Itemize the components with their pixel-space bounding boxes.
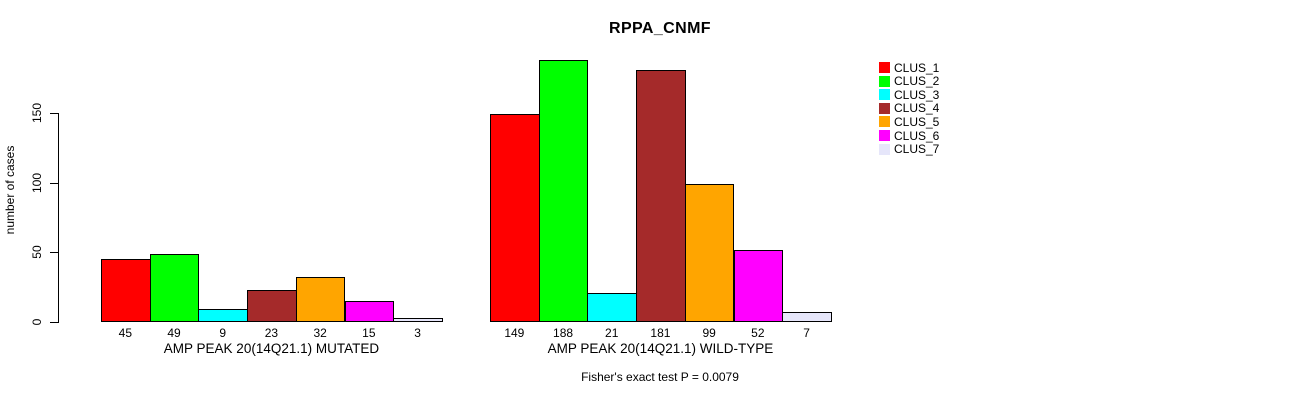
bar-clus_3 — [198, 309, 249, 322]
y-axis-label: number of cases — [3, 145, 17, 235]
y-axis-line — [58, 113, 59, 323]
bar-value-label: 23 — [264, 326, 279, 340]
y-axis-tick — [50, 113, 58, 114]
bar-value-label: 52 — [751, 326, 765, 340]
legend-item-clus_5: CLUS_5 — [879, 116, 939, 128]
group-axis-label: AMP PEAK 20(14Q21.1) MUTATED — [163, 341, 380, 356]
bar-clus_2 — [149, 253, 200, 322]
bar-value-label: 49 — [167, 326, 181, 340]
legend-item-label: CLUS_2 — [894, 74, 940, 89]
bar-value-label: 188 — [553, 326, 574, 340]
legend-item-label: CLUS_5 — [894, 114, 940, 129]
bar-clus_1 — [490, 114, 540, 322]
bar-clus_5 — [684, 184, 735, 322]
fisher-test-annotation: Fisher's exact test P = 0.0079 — [581, 370, 739, 384]
bar-value-label: 149 — [504, 326, 525, 340]
bar-clus_4 — [636, 69, 686, 322]
y-axis-tick-label: 50 — [30, 245, 44, 260]
legend-color-swatch — [879, 89, 890, 101]
bar-clus_4 — [247, 289, 297, 322]
bar-clus_5 — [295, 277, 346, 322]
bar-value-label: 181 — [650, 326, 671, 340]
legend-color-swatch — [879, 75, 890, 87]
y-axis-tick — [50, 322, 58, 323]
legend-item-clus_7: CLUS_7 — [879, 143, 939, 155]
bar-clus_2 — [538, 60, 589, 322]
bar-value-label: 7 — [803, 326, 810, 340]
legend-color-swatch — [879, 130, 890, 141]
legend-item-clus_2: CLUS_2 — [879, 75, 939, 87]
legend-item-label: CLUS_6 — [894, 128, 940, 143]
bar-value-label: 45 — [118, 326, 133, 340]
legend-item-label: CLUS_4 — [894, 101, 940, 116]
group-axis-label: AMP PEAK 20(14Q21.1) WILD-TYPE — [547, 341, 774, 356]
bar-value-label: 32 — [313, 326, 327, 340]
y-axis-tick — [50, 182, 58, 184]
legend-item-clus_6: CLUS_6 — [879, 130, 939, 142]
bar-clus_6 — [344, 301, 395, 322]
bar-value-label: 9 — [219, 326, 227, 340]
y-axis-tick-label: 150 — [30, 102, 44, 124]
bar-clus_7 — [393, 317, 443, 322]
legend-color-swatch — [879, 102, 890, 114]
bar-clus_7 — [782, 312, 832, 322]
bar-value-label: 15 — [362, 326, 376, 340]
legend-item-label: CLUS_7 — [894, 142, 940, 157]
y-axis-tick-label: 100 — [30, 172, 44, 193]
bar-clus_1 — [101, 259, 151, 322]
bar-value-label: 3 — [414, 326, 421, 340]
legend-item-label: CLUS_3 — [894, 87, 940, 102]
y-axis-tick — [50, 252, 58, 254]
chart-title: RPPA_CNMF — [609, 20, 711, 37]
legend-color-swatch — [879, 143, 890, 155]
bar-value-label: 99 — [702, 326, 716, 340]
legend-item-clus_1: CLUS_1 — [879, 62, 939, 74]
legend-item-label: CLUS_1 — [894, 60, 940, 75]
legend-color-swatch — [879, 62, 890, 73]
legend-item-clus_3: CLUS_3 — [879, 89, 939, 101]
bar-value-label: 21 — [605, 326, 619, 340]
y-axis-tick-label: 0 — [30, 318, 44, 326]
legend-color-swatch — [879, 116, 890, 128]
legend-item-clus_4: CLUS_4 — [879, 102, 939, 114]
bar-clus_3 — [587, 292, 638, 322]
bar-clus_6 — [733, 249, 784, 322]
